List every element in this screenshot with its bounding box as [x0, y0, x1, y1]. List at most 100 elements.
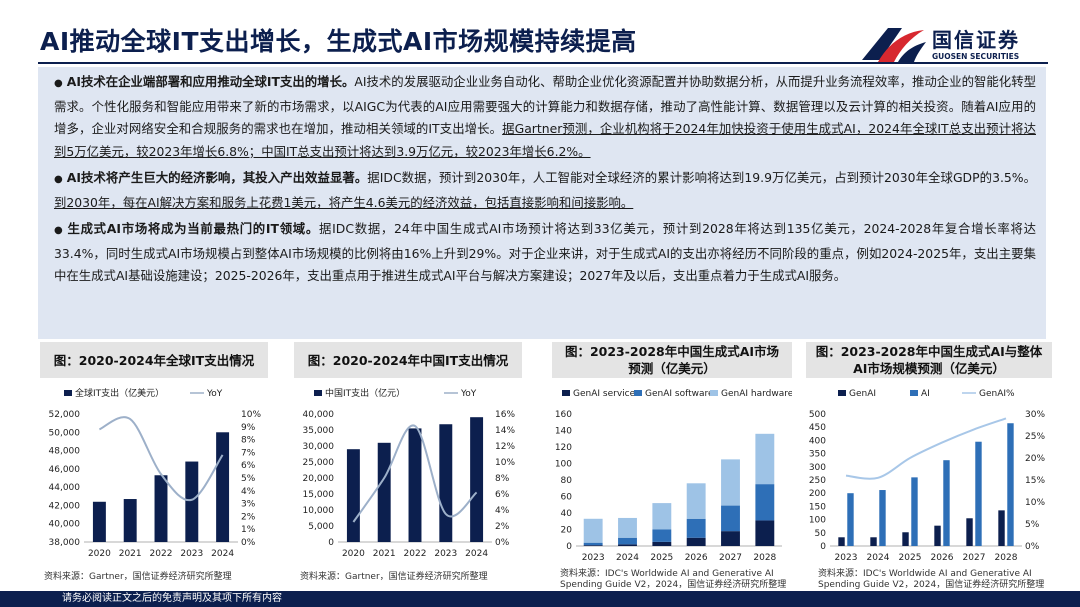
x-tick-label: 2023: [434, 549, 457, 559]
y-tick-label: 20: [561, 526, 573, 536]
x-tick-label: 2027: [963, 553, 986, 563]
y-tick-label: 100: [555, 460, 572, 470]
legend-label: YoY: [460, 389, 477, 399]
bar-segment: [652, 503, 672, 530]
chart-source: 资料来源：IDC's Worldwide AI and Generative A…: [818, 569, 1045, 590]
y-tick-label: 60: [561, 493, 573, 503]
y2-tick-label: 10%: [241, 410, 261, 420]
bar: [838, 537, 845, 546]
logo-emblem-icon: [862, 28, 926, 62]
bar-segment: [583, 518, 603, 543]
guosen-logo: 国信证券 GUOSEN SECURITIES: [858, 22, 1058, 66]
y-tick-label: 140: [555, 427, 572, 437]
bar-segment: [686, 537, 706, 546]
chart-heading: 图：2023-2028年中国生成式AI与整体AI市场规模预测（亿美元）: [806, 342, 1052, 378]
y2-tick-label: 4%: [495, 506, 510, 516]
x-tick-label: 2024: [465, 549, 488, 559]
bar: [408, 428, 422, 542]
bar: [902, 532, 909, 546]
y-tick-label: 0: [566, 542, 572, 552]
x-tick-label: 2027: [719, 553, 742, 563]
y-tick-label: 350: [809, 450, 826, 460]
y2-tick-label: 2%: [495, 522, 510, 532]
chart-heading: 图：2020-2024年中国IT支出情况: [294, 342, 522, 378]
summary-textbox: ● AI技术在企业端部署和应用推动全球IT支出的增长。AI技术的发展驱动企业业务自…: [38, 67, 1046, 339]
bullet-icon: ●: [54, 225, 64, 236]
legend-swatch: [910, 390, 918, 396]
y-tick-label: 100: [809, 516, 826, 526]
y-tick-label: 500: [809, 410, 826, 420]
y-tick-label: 160: [555, 410, 572, 420]
x-tick-label: 2024: [211, 549, 234, 559]
bar-segment: [583, 542, 603, 546]
bar: [470, 417, 484, 542]
logo-english-name: GUOSEN SECURITIES: [932, 52, 1020, 61]
chart-genai-vs-ai: 图：2023-2028年中国生成式AI与整体AI市场规模预测（亿美元） GenA…: [806, 342, 1052, 592]
paragraph-body: AI技术的发展驱动企业业务自动化、帮助企业优化资源配置并协助数据分析，从而提升业…: [54, 74, 1036, 136]
y-tick-label: 400: [809, 436, 826, 446]
x-tick-label: 2025: [650, 553, 673, 563]
x-tick-label: 2024: [616, 553, 639, 563]
chart-genai-forecast: 图：2023-2028年中国生成式AI市场预测（亿美元） GenAI servi…: [552, 342, 792, 592]
y-tick-label: 5,000: [308, 522, 334, 532]
chart-canvas: GenAI service GenAI software GenAI hardwar…: [555, 389, 792, 563]
legend-swatch: [314, 390, 322, 396]
bar: [216, 432, 230, 542]
legend-swatch: [710, 390, 718, 396]
paragraph-genai-market: ● 生成式AI市场将成为当前最热门的IT领域。据IDC数据，24年中国生成式AI市…: [54, 218, 1036, 288]
y-tick-label: 48,000: [49, 447, 81, 457]
y2-tick-label: 20%: [1025, 454, 1045, 464]
legend-label: GenAI service: [573, 389, 636, 399]
x-tick-label: 2021: [119, 549, 142, 559]
y2-tick-label: 2%: [241, 512, 256, 522]
paragraph-economic-impact: ● AI技术将产生巨大的经济影响，其投入产出效益显著。据IDC数据，预计到2030…: [54, 167, 1036, 214]
y-tick-label: 0: [328, 538, 334, 548]
bar-segment: [755, 433, 775, 485]
y-tick-label: 150: [809, 502, 826, 512]
title-divider: [38, 62, 1048, 64]
y-tick-label: 300: [809, 463, 826, 473]
legend-label: GenAI: [849, 389, 876, 399]
chart-heading: 图：2023-2028年中国生成式AI市场预测（亿美元）: [552, 342, 792, 378]
legend-label: YoY: [206, 389, 223, 399]
y2-tick-label: 6%: [495, 490, 510, 500]
y-tick-label: 50,000: [49, 428, 81, 438]
chart-china-it-spending: 图：2020-2024年中国IT支出情况 中国IT支出（亿元） YoY 0 5,000…: [294, 342, 522, 592]
chart-source: 资料来源：Gartner，国信证券经济研究所整理: [300, 572, 488, 582]
bar: [154, 475, 168, 542]
x-tick-label: 2022: [404, 549, 427, 559]
y-tick-label: 200: [809, 489, 826, 499]
y-tick-label: 40,000: [303, 410, 335, 420]
paragraph-lead: AI技术在企业端部署和应用推动全球IT支出的增长。: [66, 74, 355, 89]
y-tick-label: 250: [809, 476, 826, 486]
bar-segment: [618, 544, 637, 546]
y2-tick-label: 25%: [1025, 432, 1045, 442]
bar: [123, 499, 137, 542]
paragraph-lead: AI技术将产生巨大的经济影响，其投入产出效益显著。: [66, 170, 368, 185]
bar-segment: [686, 518, 706, 538]
bar-segment: [583, 545, 603, 546]
chart-canvas: 中国IT支出（亿元） YoY 0 5,000 10,000 15,000 20,000 25,…: [303, 387, 516, 559]
x-tick-label: 2028: [995, 553, 1018, 563]
y-tick-label: 15,000: [303, 490, 335, 500]
y-tick-label: 0: [820, 542, 826, 552]
y-tick-label: 46,000: [49, 465, 81, 475]
bar: [966, 518, 973, 546]
y2-tick-label: 8%: [241, 436, 256, 446]
legend-label: GenAI software: [645, 389, 714, 399]
chart-source: 资料来源：IDC's Worldwide AI and Generative A…: [560, 569, 787, 590]
paragraph-body: 据IDC数据，预计到2030年，人工智能对全球经济的累计影响将达到19.9万亿美…: [367, 170, 1036, 185]
x-tick-label: 2022: [150, 549, 173, 559]
y2-tick-label: 14%: [495, 426, 515, 436]
chart-canvas: GenAI AI GenAI% 0 50 100 150 200 250 300 350 400 450…: [809, 389, 1046, 563]
chart-global-it-spending: 图：2020-2024年全球IT支出情况 全球IT支出（亿美元） YoY 38,00…: [40, 342, 268, 592]
bar: [1007, 423, 1014, 546]
bar-segment: [652, 541, 672, 546]
legend-label: GenAI hardware: [721, 389, 792, 399]
y2-tick-label: 0%: [1025, 542, 1040, 552]
paragraph-body: 据IDC数据，24年中国生成式AI市场预计将达到33亿美元，预计到2028年将达…: [54, 221, 1036, 283]
bar-segment: [755, 484, 775, 521]
chart-canvas: 全球IT支出（亿美元） YoY 38,000 40,000 42,000 44,000 46…: [49, 387, 262, 559]
bar: [870, 537, 877, 546]
y2-tick-label: 6%: [241, 461, 256, 471]
